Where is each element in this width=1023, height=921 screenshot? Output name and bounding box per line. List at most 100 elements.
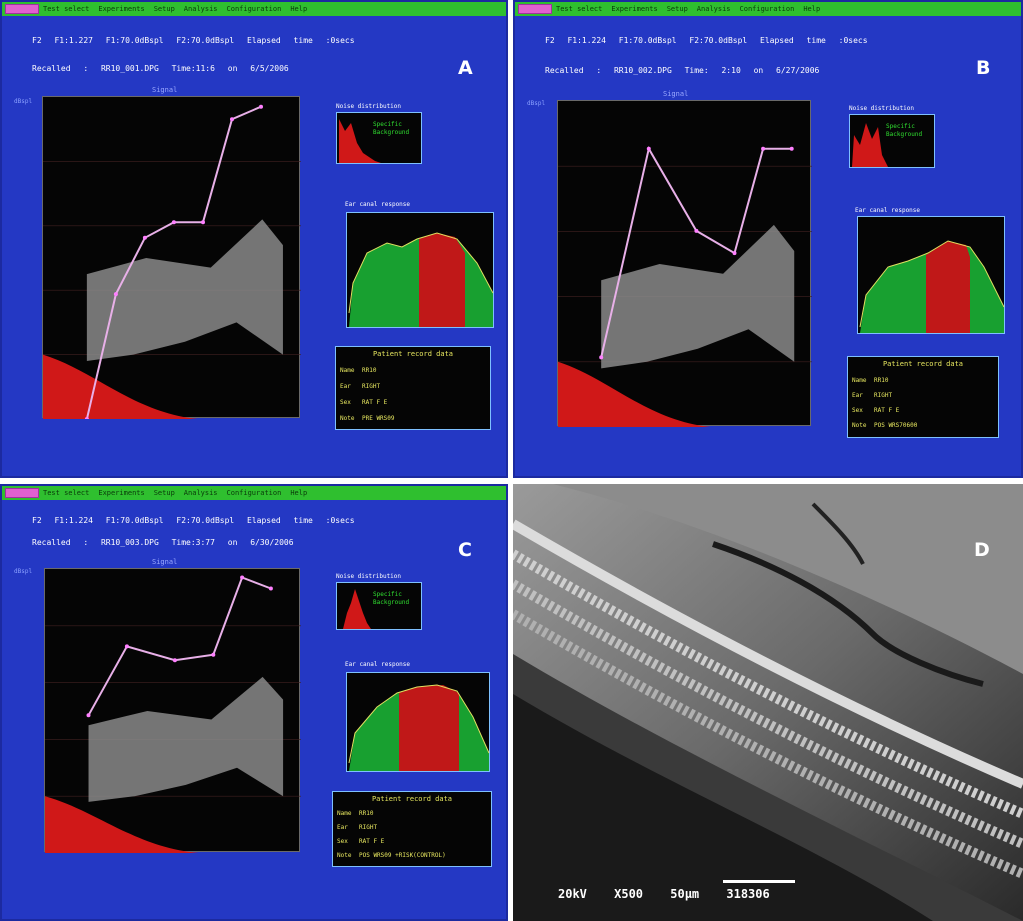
dp-signal-point	[142, 235, 147, 240]
dp-signal-point	[789, 146, 794, 151]
record-row-ear: Ear RIGHT	[337, 824, 378, 831]
plot-title: Signal	[152, 86, 178, 94]
noise-distribution-histogram: Specific Background	[849, 114, 935, 168]
ear-canal-svg	[348, 684, 490, 771]
app-logo-icon	[518, 4, 552, 14]
legend-background: Background	[373, 129, 410, 136]
noise-histogram-svg	[339, 119, 381, 163]
menu-setup[interactable]: Setup	[153, 5, 175, 13]
menu-experiments[interactable]: Experiments	[98, 489, 145, 497]
menu-configuration[interactable]: Configuration	[226, 5, 282, 13]
menu-bar: Test select Experiments Setup Analysis C…	[2, 2, 506, 16]
record-row-sex: Sex RAT F E	[852, 407, 900, 414]
noise-floor-fill	[45, 796, 199, 853]
noise-floor-band	[601, 224, 795, 369]
menu-test-select[interactable]: Test select	[556, 5, 603, 13]
menu-configuration[interactable]: Configuration	[739, 5, 795, 13]
dp-signal-point	[240, 575, 245, 580]
patient-record-title: Patient record data	[371, 795, 453, 803]
menu-test-select[interactable]: Test select	[43, 489, 90, 497]
menu-bar: Test select Experiments Setup Analysis C…	[515, 2, 1021, 16]
patient-record-box: Patient record data Name RR10 Ear RIGHT Se…	[332, 791, 492, 867]
menu-help[interactable]: Help	[290, 5, 308, 13]
menu-help[interactable]: Help	[290, 489, 308, 497]
recalled-file-info: Recalled : RR10_002.DPG Time: 2:10 on 6/…	[545, 66, 820, 75]
noise-floor-fill	[558, 361, 711, 427]
dp-signal-point	[172, 658, 177, 663]
record-row-ear: Ear RIGHT	[340, 383, 381, 390]
dp-gram-svg	[558, 145, 812, 427]
dp-gram-svg	[45, 575, 301, 853]
record-row-sex: Sex RAT F E	[337, 838, 385, 845]
dp-signal-point	[761, 146, 766, 151]
legend-specific: Specific	[373, 121, 402, 128]
dp-signal-point	[599, 355, 604, 360]
record-row-note: Note POS WRS70600	[852, 422, 918, 429]
panel-label: C	[458, 539, 472, 561]
noise-histogram-svg	[343, 589, 371, 629]
panel-label: B	[976, 57, 991, 79]
menu-setup[interactable]: Setup	[666, 5, 688, 13]
noise-distribution-histogram: Specific Background	[336, 582, 422, 630]
menu-analysis[interactable]: Analysis	[183, 5, 218, 13]
ear-canal-response-plot	[346, 212, 494, 328]
noise-distribution-title: Noise distribution	[336, 103, 402, 110]
app-logo-icon	[5, 4, 39, 14]
record-row-sex: Sex RAT F E	[340, 399, 388, 406]
dp-signal-point	[201, 220, 205, 225]
noise-distribution-title: Noise distribution	[849, 105, 915, 112]
dpoae-panel-b: Test select Experiments Setup Analysis C…	[513, 0, 1023, 478]
menu-analysis[interactable]: Analysis	[696, 5, 731, 13]
scale-bar	[723, 880, 795, 883]
dp-gram-svg	[43, 104, 301, 419]
menu-setup[interactable]: Setup	[153, 489, 175, 497]
panel-label: A	[458, 57, 473, 79]
dpoae-panel-c: Test select Experiments Setup Analysis C…	[0, 484, 508, 921]
legend-background: Background	[373, 599, 410, 606]
record-row-name: Name RR10	[337, 810, 374, 817]
app-logo-icon	[5, 488, 39, 498]
noise-floor-band	[88, 676, 284, 802]
legend-specific: Specific	[886, 123, 915, 130]
stimulus-parameters: F2 F1:1.224 F1:70.0dBspl F2:70.0dBspl El…	[545, 36, 868, 45]
noise-floor-band	[86, 219, 283, 362]
menu-bar: Test select Experiments Setup Analysis C…	[2, 486, 506, 500]
recalled-file-info: Recalled : RR10_003.DPG Time:3:77 on 6/3…	[32, 538, 294, 547]
patient-record-title: Patient record data	[882, 360, 964, 368]
record-row-name: Name RR10	[340, 367, 377, 374]
menu-help[interactable]: Help	[803, 5, 821, 13]
ear-canal-response-title: Ear canal response	[345, 201, 411, 208]
sem-micrograph-image	[513, 484, 1023, 921]
menu-configuration[interactable]: Configuration	[226, 489, 282, 497]
menu-experiments[interactable]: Experiments	[98, 5, 145, 13]
record-row-name: Name RR10	[852, 377, 889, 384]
y-axis-top-label: dBspl	[14, 98, 33, 105]
sem-micrograph-panel: D 20kV X500 50µm 318306	[513, 484, 1023, 921]
noise-histogram-svg	[852, 123, 888, 167]
menu-analysis[interactable]: Analysis	[183, 489, 218, 497]
legend-specific: Specific	[373, 591, 402, 598]
menu-experiments[interactable]: Experiments	[611, 5, 658, 13]
y-axis-top-label: dBspl	[527, 100, 546, 107]
dp-signal-point	[84, 417, 89, 419]
dp-signal-point	[732, 251, 737, 256]
dp-signal-line	[600, 145, 792, 358]
ear-canal-response-plot	[346, 672, 490, 772]
dp-signal-point	[230, 117, 234, 122]
ear-canal-response-title: Ear canal response	[855, 207, 921, 214]
dpoae-panel-a: Test select Experiments Setup Analysis C…	[0, 0, 508, 478]
plot-title: Signal	[152, 558, 178, 566]
sem-info-caption: 20kV X500 50µm 318306	[558, 887, 770, 901]
dp-gram-plot	[44, 568, 301, 853]
patient-record-title: Patient record data	[372, 350, 454, 358]
ear-canal-response-title: Ear canal response	[345, 661, 411, 668]
menu-test-select[interactable]: Test select	[43, 5, 90, 13]
dp-signal-point	[694, 228, 699, 233]
dp-gram-plot	[42, 96, 301, 419]
noise-distribution-title: Noise distribution	[336, 573, 402, 580]
patient-record-box: Patient record data Name RR10 Ear RIGHT Se…	[335, 346, 491, 430]
ear-canal-response-plot	[857, 216, 1005, 334]
dp-signal-point	[268, 586, 273, 591]
dp-signal-point	[124, 644, 129, 649]
plot-title: Signal	[663, 90, 689, 98]
